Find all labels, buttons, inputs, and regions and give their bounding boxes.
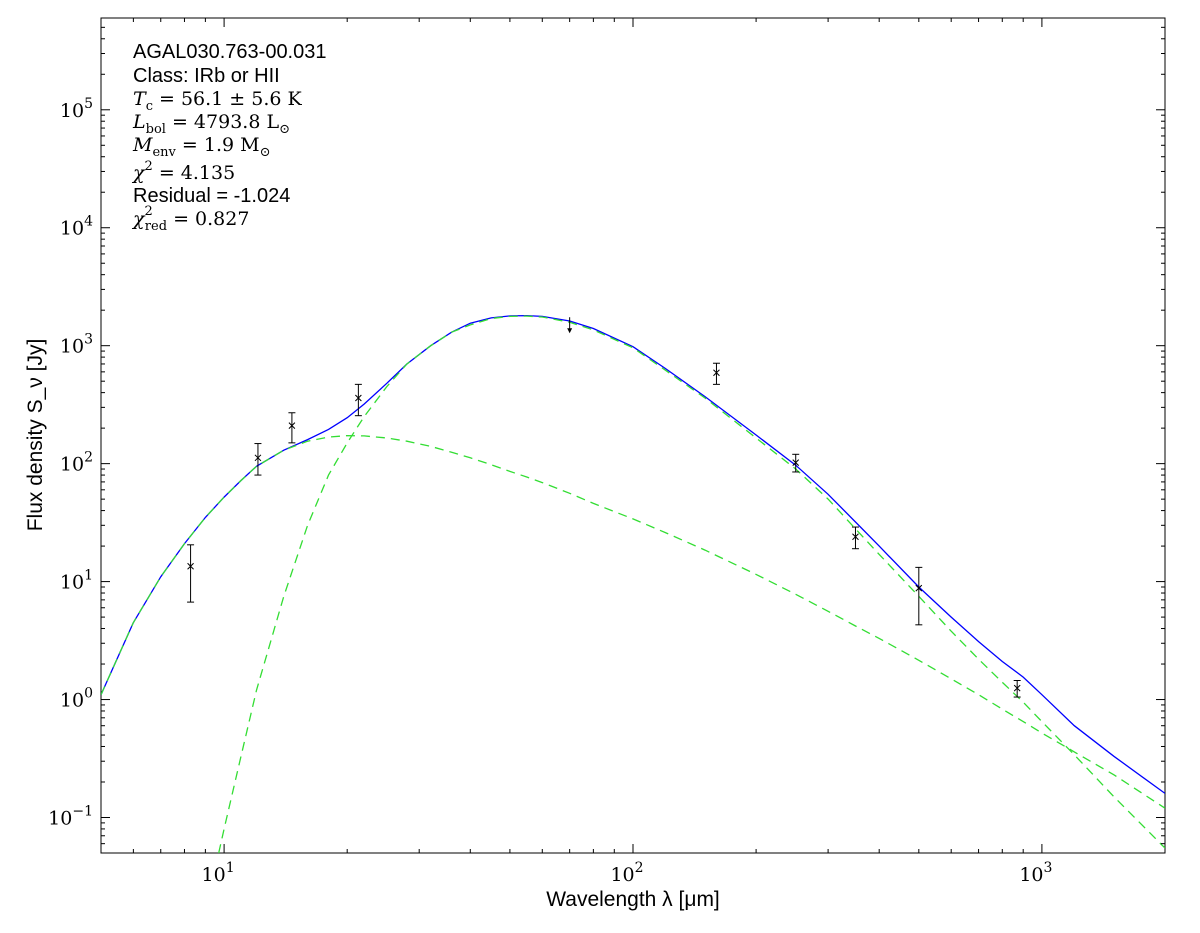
x-marker — [1013, 684, 1021, 692]
chi-red-sub: red — [145, 219, 167, 234]
tick-exponent: 0 — [84, 686, 93, 702]
y-tick-label: 102 — [60, 450, 93, 476]
x-marker — [254, 454, 262, 462]
y-tick-label: 103 — [60, 332, 93, 358]
x-marker — [355, 394, 362, 402]
source-name: AGAL030.763-00.031 — [133, 41, 327, 63]
luminosity-value: = 4793.8 L — [166, 111, 280, 133]
tick-exponent: 1 — [226, 860, 235, 876]
mass-value: = 1.9 M — [176, 134, 260, 156]
y-axis-label-group: Flux density S_ν [Jy] — [24, 339, 47, 532]
temperature-sub: c — [146, 99, 153, 114]
luminosity-sub: bol — [146, 122, 166, 137]
tick-exponent: −1 — [72, 803, 93, 819]
tick-base: 10 — [1019, 864, 1043, 886]
x-marker — [915, 584, 923, 592]
data-point — [187, 544, 195, 603]
reduced-chi-square-line: χ2 red = 0.827 — [131, 204, 249, 234]
chi-sup: 2 — [145, 159, 153, 174]
x-tick-label: 102 — [610, 860, 643, 886]
tick-base: 10 — [60, 572, 84, 594]
y-tick-label: 104 — [60, 214, 93, 240]
chi-red-value: = 0.827 — [167, 208, 249, 230]
tick-base: 10 — [202, 864, 226, 886]
tick-base: 10 — [60, 336, 84, 358]
chi-square-line: χ2 = 4.135 — [131, 159, 235, 184]
tick-exponent: 3 — [1044, 860, 1053, 876]
data-point — [1013, 680, 1021, 698]
tick-base: 10 — [610, 864, 634, 886]
upper-limit-arrow — [567, 328, 573, 334]
tick-base: 10 — [60, 690, 84, 712]
axis-ticks — [100, 17, 1166, 854]
temperature-value: = 56.1 ± 5.6 K — [153, 88, 303, 110]
temperature-line: Tc = 56.1 ± 5.6 K — [133, 88, 303, 114]
x-marker — [852, 533, 859, 541]
mass-symbol: M — [132, 134, 153, 156]
x-marker — [713, 369, 720, 377]
x-tick-label: 101 — [202, 860, 235, 886]
x-marker — [187, 562, 194, 570]
chi-red-sup: 2 — [145, 204, 153, 219]
x-marker — [792, 459, 800, 466]
tick-exponent: 4 — [84, 214, 93, 230]
y-tick-label: 10−1 — [48, 803, 93, 829]
residual-line: Residual = -1.024 — [133, 185, 290, 207]
chi-value: = 4.135 — [153, 162, 235, 184]
envelope-mass-line: Menv = 1.9 M⊙ — [132, 134, 271, 160]
data-point — [851, 526, 859, 550]
luminosity-solar: ⊙ — [279, 122, 290, 137]
tick-base: 10 — [48, 807, 72, 829]
chi-red-symbol: χ — [131, 208, 146, 230]
tick-exponent: 5 — [84, 96, 93, 112]
upper-limit-point — [567, 317, 573, 334]
mass-sub: env — [152, 145, 176, 160]
y-tick-label: 101 — [60, 568, 93, 594]
plot-area — [100, 17, 1166, 854]
tick-exponent: 1 — [84, 568, 93, 584]
data-point — [254, 443, 262, 476]
data-point — [288, 412, 296, 444]
x-marker — [288, 422, 296, 429]
x-tick-label: 103 — [1019, 860, 1052, 886]
luminosity-line: Lbol = 4793.8 L⊙ — [132, 111, 290, 137]
y-tick-label: 105 — [60, 96, 93, 122]
data-point — [792, 453, 800, 473]
x-axis-label: Wavelength λ [μm] — [546, 888, 720, 911]
luminosity-symbol: L — [132, 111, 146, 133]
fit-annotations: AGAL030.763-00.031 Class: IRb or HII Tc … — [131, 41, 327, 234]
tick-base: 10 — [60, 100, 84, 122]
tick-exponent: 3 — [84, 332, 93, 348]
model-curve-warm-component — [101, 434, 1165, 809]
y-axis-label: Flux density S_ν [Jy] — [24, 339, 47, 532]
data-points — [187, 317, 1021, 698]
tick-exponent: 2 — [635, 860, 644, 876]
mass-solar: ⊙ — [260, 145, 271, 160]
tick-exponent: 2 — [84, 450, 93, 466]
chi-symbol: χ — [131, 162, 146, 184]
data-point — [712, 362, 720, 385]
tick-base: 10 — [60, 218, 84, 240]
data-point — [915, 566, 923, 626]
tick-base: 10 — [60, 454, 84, 476]
y-tick-label: 100 — [60, 686, 93, 712]
temperature-symbol: T — [133, 88, 147, 110]
source-class: Class: IRb or HII — [133, 65, 280, 87]
data-point — [354, 383, 362, 417]
